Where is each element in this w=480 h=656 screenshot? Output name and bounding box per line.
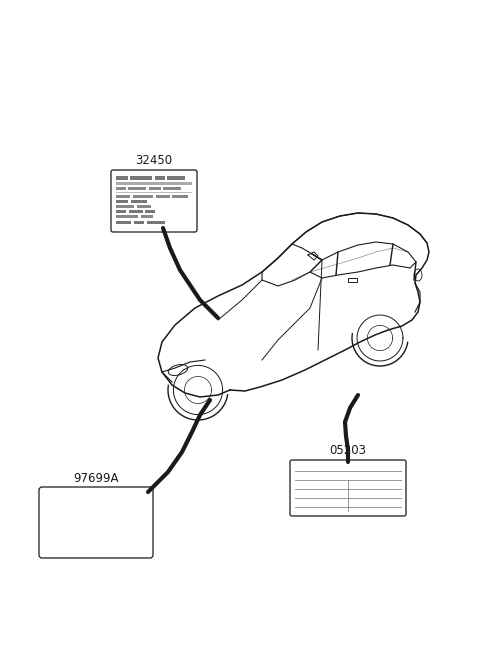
Bar: [134, 221, 144, 224]
FancyBboxPatch shape: [39, 487, 153, 558]
Bar: [130, 176, 152, 180]
Bar: [131, 200, 147, 203]
Bar: [116, 192, 192, 193]
Bar: [156, 195, 170, 198]
Bar: [155, 176, 165, 180]
Bar: [116, 215, 138, 218]
Bar: [163, 187, 181, 190]
Bar: [145, 210, 155, 213]
Bar: [147, 221, 165, 224]
Text: 97699A: 97699A: [73, 472, 119, 485]
Bar: [133, 195, 153, 198]
Bar: [116, 176, 128, 180]
Bar: [129, 210, 143, 213]
Bar: [116, 210, 126, 213]
Bar: [116, 205, 134, 208]
Bar: [348, 278, 357, 281]
Bar: [137, 205, 151, 208]
FancyBboxPatch shape: [290, 460, 406, 516]
FancyBboxPatch shape: [111, 170, 197, 232]
Bar: [116, 182, 192, 185]
Bar: [116, 200, 128, 203]
Bar: [167, 176, 185, 180]
Bar: [128, 187, 146, 190]
Bar: [116, 195, 130, 198]
Bar: [116, 187, 126, 190]
Text: 05203: 05203: [329, 444, 367, 457]
Bar: [116, 221, 131, 224]
Bar: [149, 187, 161, 190]
Bar: [172, 195, 188, 198]
Bar: [141, 215, 153, 218]
Text: 32450: 32450: [135, 154, 173, 167]
